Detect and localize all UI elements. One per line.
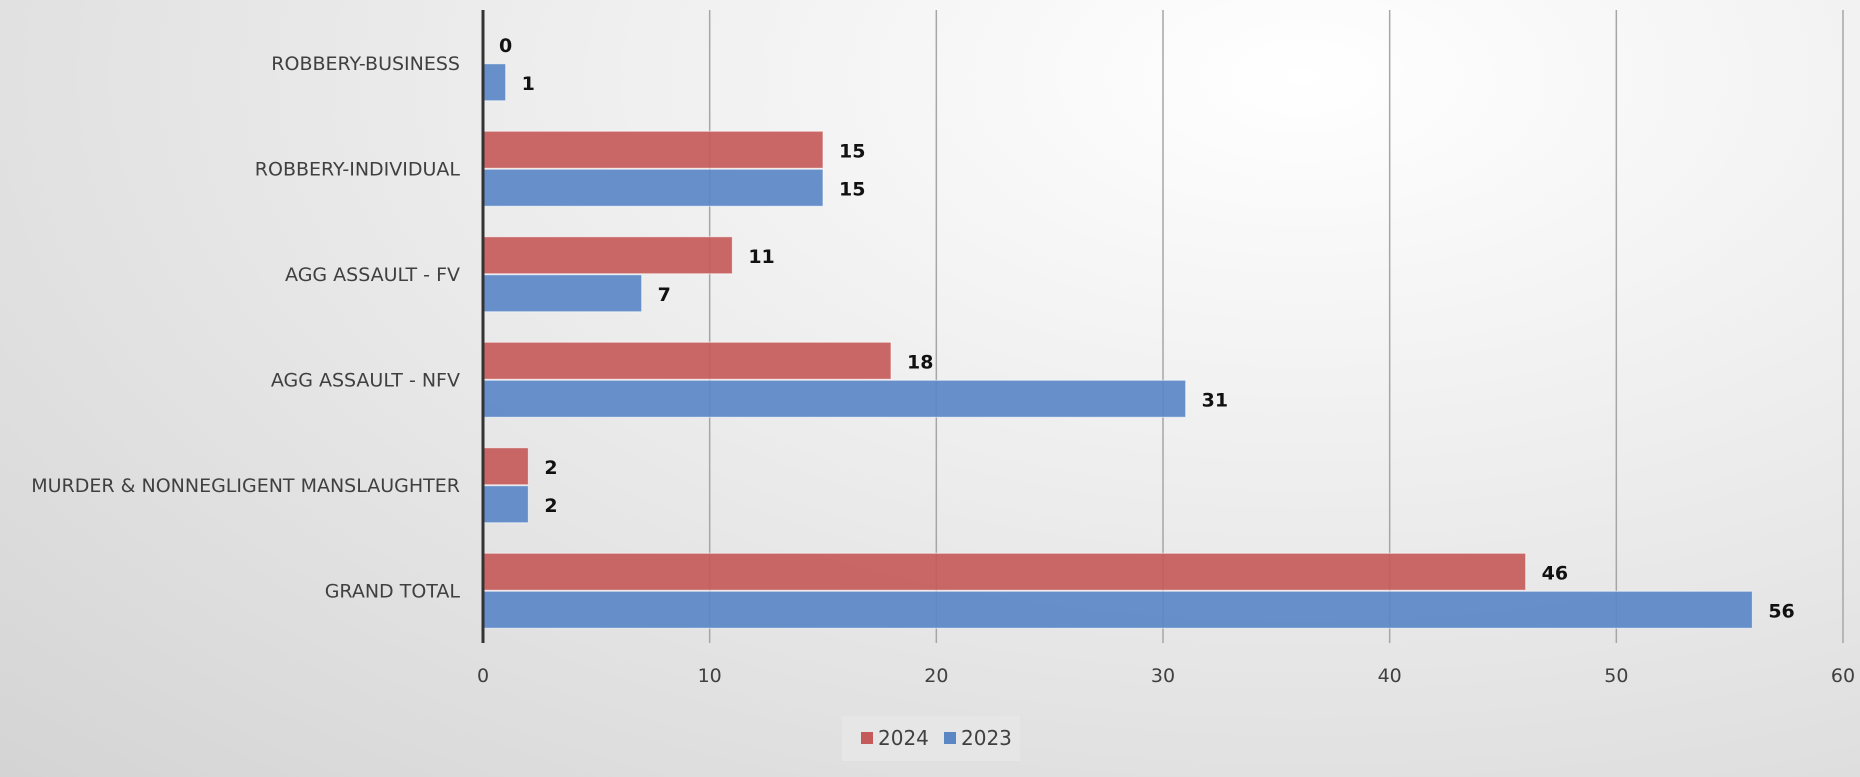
bar-2024 — [482, 236, 733, 275]
category-label: ROBBERY-INDIVIDUAL — [255, 158, 461, 180]
legend: 2024 2023 — [842, 716, 1020, 761]
category-label: MURDER & NONNEGLIGENT MANSLAUGHTER — [31, 475, 460, 497]
data-label: 2 — [544, 457, 557, 479]
x-tick-label: 10 — [698, 665, 722, 687]
gridlines — [708, 10, 1844, 643]
legend-label-2024: 2024 — [878, 726, 929, 750]
data-label: 46 — [1542, 562, 1568, 584]
data-labels: 01 15 15 11 7 18 31 2 2 46 56 — [499, 35, 1795, 623]
data-label: 31 — [1202, 389, 1228, 411]
data-label: 0 — [499, 35, 512, 57]
category-label: ROBBERY-BUSINESS — [271, 53, 460, 75]
bar-2023 — [482, 168, 824, 207]
data-label: 15 — [839, 178, 865, 200]
bar-2024 — [482, 552, 1527, 591]
data-label: 11 — [748, 246, 774, 268]
bars — [482, 63, 1753, 629]
data-label: 56 — [1768, 600, 1794, 622]
legend-swatch-2023 — [944, 732, 956, 744]
data-label: 2 — [544, 495, 557, 517]
category-label: AGG ASSAULT - NFV — [271, 369, 460, 391]
x-tick-label: 0 — [477, 665, 489, 687]
x-tick-label: 20 — [924, 665, 948, 687]
x-tick-label: 30 — [1151, 665, 1175, 687]
x-tick-label: 40 — [1378, 665, 1402, 687]
category-label: GRAND TOTAL — [325, 580, 461, 602]
legend-swatch-2024 — [861, 732, 873, 744]
x-tick-label: 50 — [1604, 665, 1628, 687]
x-tick-labels: 0 10 20 30 40 50 60 — [477, 665, 1855, 687]
bar-2024 — [482, 341, 892, 380]
bar-2023 — [482, 379, 1187, 418]
category-label: AGG ASSAULT - FV — [285, 264, 460, 286]
bar-2023 — [482, 590, 1753, 629]
bar-2024 — [482, 447, 529, 486]
bar-2024 — [482, 130, 824, 169]
category-labels: ROBBERY-BUSINESS ROBBERY-INDIVIDUAL AGG AS… — [31, 53, 460, 603]
data-label: 15 — [839, 140, 865, 162]
legend-label-2023: 2023 — [961, 726, 1012, 750]
x-tick-label: 60 — [1831, 665, 1855, 687]
bar-2023 — [482, 485, 529, 524]
data-label: 1 — [522, 73, 535, 95]
data-label: 7 — [658, 284, 671, 306]
bar-2023 — [482, 274, 643, 313]
data-label: 18 — [907, 351, 933, 373]
bar-2023 — [482, 63, 507, 102]
